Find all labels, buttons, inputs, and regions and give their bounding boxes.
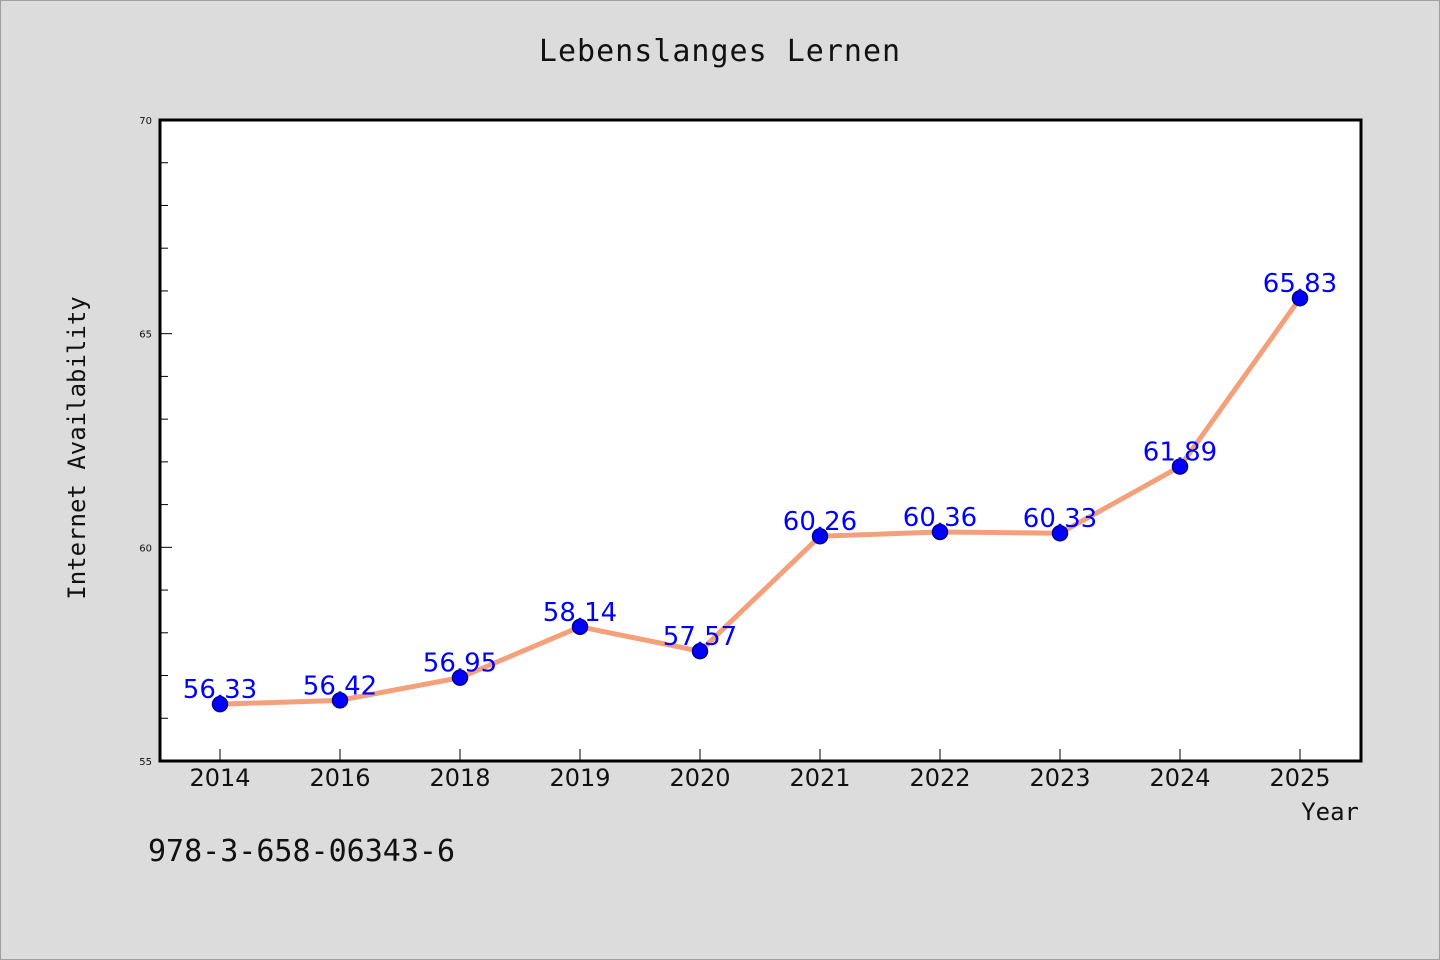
data-label: 60.33 [1023,504,1097,534]
x-tick-label: 2025 [1269,764,1330,792]
x-tick-label: 2018 [429,764,490,792]
y-tick-label: 65 [139,330,152,341]
data-point [211,695,229,713]
data-label: 56.42 [303,671,377,701]
series-line [217,295,1303,707]
series-layer [211,289,1309,713]
data-label: 60.26 [783,507,857,537]
x-tick-label: 2021 [789,764,850,792]
x-tick-label: 2016 [309,764,370,792]
data-point [811,527,829,545]
x-tick-label: 2023 [1029,764,1090,792]
data-label: 56.33 [183,675,257,705]
data-label: 60.36 [903,503,977,533]
x-tick-label: 2022 [909,764,970,792]
data-point [1291,289,1309,307]
x-axis-title: Year [1301,798,1359,826]
y-tick-label: 55 [139,757,152,768]
y-tick-label: 70 [139,116,152,127]
data-labels: 56.33 56.42 56.95 58.14 57.57 60.26 60.36 60.33… [183,269,1337,705]
data-point [691,642,709,660]
x-tick-label: 2019 [549,764,610,792]
x-tick-label: 2020 [669,764,730,792]
data-point [1051,524,1069,542]
y-axis-title: Internet Availability [63,296,91,599]
x-tick-label: 2014 [189,764,250,792]
data-label: 58.14 [543,598,617,628]
data-label: 56.95 [423,649,497,679]
x-axis: 2014 2016 2018 2019 2020 2021 2022 2023 2024 2025 [189,749,1331,792]
data-label: 61.89 [1143,438,1217,468]
plot-area [158,118,1363,763]
data-label: 65.83 [1263,269,1337,299]
data-point [571,618,589,636]
data-label: 57.57 [663,622,737,652]
data-point [331,692,349,709]
data-point [931,523,949,541]
x-tick-label: 2024 [1149,764,1210,792]
chart-title: Lebenslanges Lernen [538,34,902,69]
y-tick-label: 60 [139,543,152,554]
y-axis: 55 60 65 70 [139,116,172,768]
data-point [1171,458,1189,475]
data-point [451,669,469,686]
isbn-label: 978-3-658-06343-6 [148,834,456,869]
